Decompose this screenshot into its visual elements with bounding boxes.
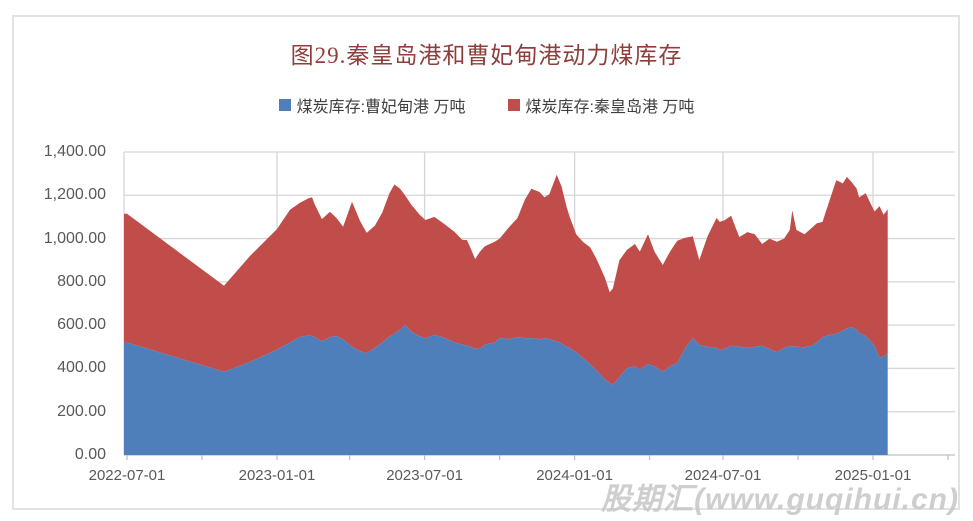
legend-item-caofeidian: 煤炭库存:曹妃甸港 万吨 (278, 93, 466, 117)
x-axis-label: 2024-07-01 (684, 467, 762, 484)
chart-title: 图29.秦皇岛港和曹妃甸港动力煤库存 (290, 43, 683, 68)
x-axis-label: 2022-07-01 (88, 467, 166, 484)
y-axis-label: 200.00 (57, 402, 106, 420)
x-axis-label: 2024-01-01 (536, 467, 613, 484)
x-axis-label: 2023-07-01 (386, 467, 463, 484)
y-axis-label: 1,400.00 (43, 143, 106, 160)
chart-legend: 煤炭库存:曹妃甸港 万吨 煤炭库存:秦皇岛港 万吨 (0, 94, 973, 116)
legend-label-caofeidian: 煤炭库存:曹妃甸港 万吨 (296, 99, 466, 116)
y-axis-label: 1,200.00 (43, 186, 106, 204)
x-axis-label: 2023-01-01 (238, 467, 316, 484)
watermark: 股期汇(www.guqihui.cn) (601, 483, 959, 516)
legend-swatch-caofeidian (278, 99, 291, 111)
y-axis-label: 600.00 (57, 316, 106, 334)
y-axis-label: 0.00 (74, 446, 106, 463)
legend-item-qinhuangdao: 煤炭库存:秦皇岛港 万吨 (507, 93, 695, 117)
area-qinhuangdao (124, 174, 888, 385)
y-axis-label: 800.00 (57, 272, 106, 290)
legend-label-qinhuangdao: 煤炭库存:秦皇岛港 万吨 (525, 99, 695, 116)
legend-swatch-qinhuangdao (507, 99, 520, 111)
y-axis-label: 400.00 (57, 359, 106, 377)
area-caofeidian (124, 325, 888, 455)
x-axis-label: 2025-01-01 (834, 467, 912, 484)
y-axis-label: 1,000.00 (43, 229, 106, 247)
